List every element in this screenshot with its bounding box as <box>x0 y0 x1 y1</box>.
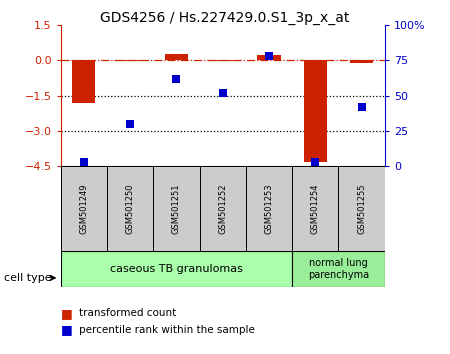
Text: GSM501252: GSM501252 <box>218 184 227 234</box>
Bar <box>119 60 142 61</box>
Bar <box>246 166 292 251</box>
Bar <box>257 56 281 60</box>
Point <box>358 104 365 110</box>
Text: GSM501254: GSM501254 <box>311 184 320 234</box>
Text: GSM501251: GSM501251 <box>172 184 181 234</box>
Text: ■: ■ <box>61 324 72 336</box>
Bar <box>61 166 107 251</box>
Bar <box>107 166 153 251</box>
Text: transformed count: transformed count <box>79 308 176 318</box>
Bar <box>304 60 327 162</box>
Point <box>312 159 319 165</box>
Text: percentile rank within the sample: percentile rank within the sample <box>79 325 255 335</box>
Bar <box>153 166 200 251</box>
Bar <box>292 166 338 251</box>
Bar <box>211 60 234 61</box>
Bar <box>61 251 292 287</box>
Point <box>173 76 180 81</box>
Bar <box>350 60 373 63</box>
Point <box>80 159 87 165</box>
Text: GSM501253: GSM501253 <box>265 183 274 234</box>
Bar <box>165 54 188 60</box>
Point <box>126 121 134 127</box>
Text: caseous TB granulomas: caseous TB granulomas <box>110 264 243 274</box>
Text: GSM501255: GSM501255 <box>357 184 366 234</box>
Text: normal lung
parenchyma: normal lung parenchyma <box>308 258 369 280</box>
Point <box>219 90 226 96</box>
Text: GDS4256 / Hs.227429.0.S1_3p_x_at: GDS4256 / Hs.227429.0.S1_3p_x_at <box>100 11 350 25</box>
Bar <box>200 166 246 251</box>
Text: ■: ■ <box>61 307 72 320</box>
Bar <box>292 251 385 287</box>
Text: GSM501249: GSM501249 <box>79 184 88 234</box>
Text: GSM501250: GSM501250 <box>126 184 135 234</box>
Point <box>266 53 273 59</box>
Bar <box>72 60 95 103</box>
Bar <box>338 166 385 251</box>
Text: cell type: cell type <box>4 273 52 283</box>
